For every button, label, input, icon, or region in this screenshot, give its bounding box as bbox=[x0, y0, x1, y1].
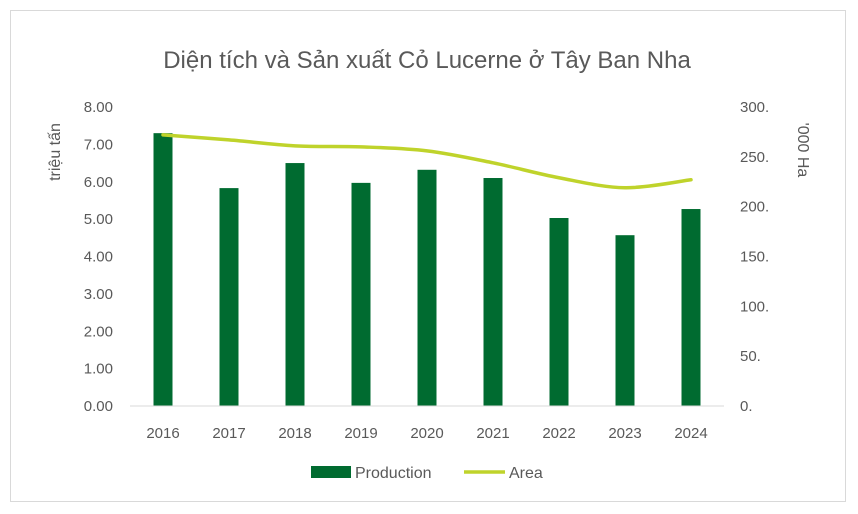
y-tick-label: 6.00 bbox=[84, 174, 113, 191]
x-tick-label: 2021 bbox=[476, 425, 509, 442]
y-tick-label: 8.00 bbox=[84, 99, 113, 116]
y2-tick-label: 200. bbox=[740, 199, 769, 216]
y-tick-label: 0.00 bbox=[84, 398, 113, 415]
y-tick-label: 4.00 bbox=[84, 249, 113, 266]
production-bar bbox=[219, 188, 239, 406]
y-tick-label: 2.00 bbox=[84, 323, 113, 340]
y2-tick-label: 300. bbox=[740, 99, 769, 116]
legend-production-label: Production bbox=[355, 465, 432, 482]
production-bar bbox=[417, 169, 437, 406]
production-bars bbox=[153, 133, 701, 406]
y2-axis-label: '000 Ha bbox=[794, 123, 811, 178]
legend-production-swatch bbox=[311, 466, 351, 478]
legend-area-label: Area bbox=[509, 465, 543, 482]
y2-tick-label: 250. bbox=[740, 149, 769, 166]
y-tick-label: 3.00 bbox=[84, 286, 113, 303]
y-tick-label: 1.00 bbox=[84, 361, 113, 378]
production-bar bbox=[615, 235, 635, 406]
y2-tick-label: 100. bbox=[740, 298, 769, 315]
production-bar bbox=[681, 209, 701, 406]
y-tick-label: 5.00 bbox=[84, 211, 113, 228]
y2-tick-label: 0. bbox=[740, 398, 753, 415]
y-tick-label: 7.00 bbox=[84, 136, 113, 153]
x-tick-label: 2018 bbox=[278, 425, 311, 442]
x-tick-label: 2022 bbox=[542, 425, 575, 442]
right-axis-ticks: 0. 50. 100. 150. 200. 250. 300. bbox=[740, 99, 769, 415]
x-tick-label: 2024 bbox=[674, 425, 707, 442]
y2-tick-label: 150. bbox=[740, 249, 769, 266]
production-bar bbox=[549, 218, 569, 406]
x-tick-label: 2019 bbox=[344, 425, 377, 442]
x-axis-ticks: 2016 2017 2018 2019 2020 2021 2022 2023 2024 bbox=[146, 425, 707, 442]
y-axis-label: triệu tấn bbox=[47, 123, 64, 181]
chart-title: Diện tích và Sản xuất Cỏ Lucerne ở Tây B… bbox=[163, 47, 691, 74]
production-bar bbox=[351, 182, 371, 406]
x-tick-label: 2023 bbox=[608, 425, 641, 442]
production-bar bbox=[285, 163, 305, 406]
left-axis-ticks: 0.00 1.00 2.00 3.00 4.00 5.00 6.00 7.00 8.00 bbox=[84, 99, 113, 415]
production-bar bbox=[153, 133, 173, 406]
area-line bbox=[161, 133, 693, 190]
legend: Production Area bbox=[311, 465, 543, 482]
x-tick-label: 2020 bbox=[410, 425, 443, 442]
y2-tick-label: 50. bbox=[740, 348, 761, 365]
production-bar bbox=[483, 178, 503, 406]
x-tick-label: 2017 bbox=[212, 425, 245, 442]
x-tick-label: 2016 bbox=[146, 425, 179, 442]
